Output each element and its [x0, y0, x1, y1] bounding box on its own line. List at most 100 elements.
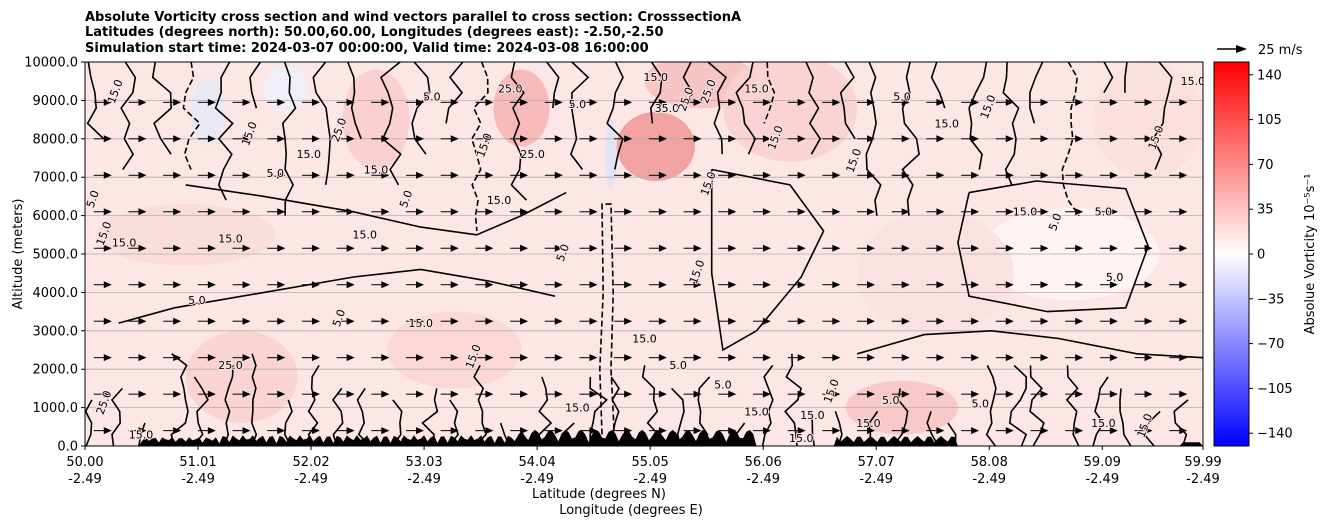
x-tick-label-latitude: 52.02 — [292, 455, 329, 470]
wind-vector-head — [554, 171, 563, 179]
wind-vector-head — [346, 98, 355, 106]
wind-vector-head — [762, 427, 771, 435]
contour-line — [1029, 365, 1045, 446]
wind-vector-head — [207, 244, 216, 252]
contour-label: 15.0 — [487, 194, 512, 207]
contour-line — [1124, 62, 1128, 93]
wind-vector-head — [936, 354, 945, 362]
x-tick-label-latitude: 56.06 — [745, 455, 782, 470]
wind-vector-head — [693, 98, 702, 106]
wind-vector-head — [936, 281, 945, 289]
wind-vector-head — [138, 390, 147, 398]
wind-vector-head — [901, 354, 910, 362]
wind-vector-head — [624, 208, 633, 216]
wind-vector-head — [693, 208, 702, 216]
wind-vector-head — [1109, 281, 1118, 289]
wind-vector-head — [901, 317, 910, 325]
wind-vector-head — [1109, 354, 1118, 362]
colorbar-gradient — [1213, 61, 1250, 447]
wind-vector-head — [207, 390, 216, 398]
wind-vector-head — [1075, 281, 1084, 289]
wind-vector-head — [1005, 244, 1014, 252]
wind-vector-head — [624, 171, 633, 179]
wind-vector-head — [762, 354, 771, 362]
wind-vector-head — [485, 317, 494, 325]
wind-vector-head — [589, 171, 598, 179]
contour-line — [598, 203, 616, 435]
wind-vector-head — [797, 390, 806, 398]
contour-line — [312, 62, 332, 186]
wind-vector-head — [797, 244, 806, 252]
wind-vector-head — [728, 208, 737, 216]
wind-vector-head — [901, 390, 910, 398]
colorbar-label: Absolue Vorticity 10⁻⁵s⁻¹ — [1303, 174, 1318, 335]
contour-label: 15.0 — [856, 417, 881, 430]
wind-vector-head — [1075, 208, 1084, 216]
wind-vector-head — [311, 208, 320, 216]
wind-vector-head — [416, 317, 425, 325]
wind-vector-head — [1109, 244, 1118, 252]
colorbar-tick-label: −70 — [1257, 337, 1284, 352]
wind-vector-head — [1144, 427, 1153, 435]
wind-vector-head — [624, 354, 633, 362]
wind-vector-head — [242, 390, 251, 398]
wind-vector-head — [1075, 244, 1084, 252]
wind-vector-head — [693, 390, 702, 398]
wind-vector-head — [1040, 390, 1049, 398]
contour-line — [856, 329, 1203, 359]
wind-vector-head — [832, 244, 841, 252]
wind-vector-head — [1005, 135, 1014, 143]
wind-vector-head — [832, 98, 841, 106]
contour-label: 15.0 — [353, 229, 378, 242]
wind-vector-head — [520, 281, 529, 289]
field-patch — [857, 211, 1014, 335]
contour-label: 15.0 — [408, 317, 433, 330]
wind-vector-head — [867, 317, 876, 325]
x-tick-label-longitude: -2.49 — [294, 472, 328, 487]
contour-label: 5.0 — [669, 359, 687, 372]
x-tick-label-longitude: -2.49 — [746, 472, 780, 487]
wind-vector-head — [1109, 317, 1118, 325]
wind-vector-head — [832, 354, 841, 362]
wind-vector-head — [346, 317, 355, 325]
contour-line — [810, 411, 816, 446]
contour-line — [697, 376, 711, 446]
contour-label: 15.0 — [644, 71, 669, 84]
x-tick-label-latitude: 51.01 — [179, 455, 216, 470]
contour-line — [151, 62, 173, 155]
wind-vector-head — [416, 171, 425, 179]
wind-vector-head — [520, 171, 529, 179]
contour-line — [671, 387, 685, 446]
wind-vector-head — [277, 171, 286, 179]
wind-vector-head — [346, 171, 355, 179]
wind-vector-head — [103, 354, 112, 362]
x-tick-label-longitude: -2.49 — [68, 472, 102, 487]
wind-vector-head — [589, 208, 598, 216]
wind-vector-head — [485, 281, 494, 289]
wind-vector-head — [658, 354, 667, 362]
plot-area: 5.015.015.015.0 15.05.015.05.015.025.05.0… — [84, 61, 1204, 447]
wind-vector-head — [728, 98, 737, 106]
wind-vector-head — [1040, 98, 1049, 106]
y-tick-label: 0.0 — [57, 440, 78, 455]
contour-line — [569, 62, 590, 170]
wind-vector-head — [867, 135, 876, 143]
wind-vector-head — [624, 135, 633, 143]
y-tick-label: 8000.0 — [33, 132, 79, 147]
wind-vector-head — [867, 171, 876, 179]
x-tick-label-longitude: -2.49 — [520, 472, 554, 487]
wind-vector-head — [936, 98, 945, 106]
contour-line — [1002, 62, 1020, 186]
contour-line — [347, 62, 362, 140]
colorbar-tick-label: 35 — [1257, 203, 1274, 218]
wind-vector-head — [311, 354, 320, 362]
wind-vector-head — [346, 208, 355, 216]
contour-line — [834, 411, 843, 446]
wind-vector-head — [762, 208, 771, 216]
wind-vector-head — [416, 390, 425, 398]
wind-vector-head — [173, 281, 182, 289]
contour-line — [1119, 388, 1132, 446]
wind-vector-head — [589, 135, 598, 143]
wind-vector-head — [103, 317, 112, 325]
contour-line — [392, 399, 403, 446]
